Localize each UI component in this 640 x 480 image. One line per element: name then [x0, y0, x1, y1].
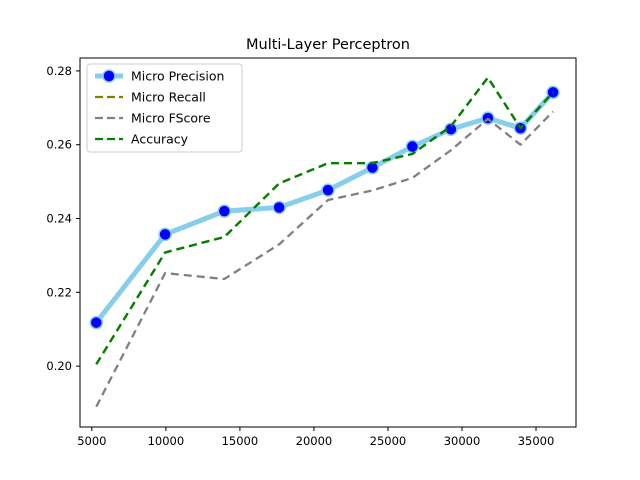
data-point [546, 85, 560, 100]
axes-frame [79, 57, 577, 428]
x-axis: 5000 10000 15000 20000 25000 30000 35000 [77, 427, 554, 448]
series-line-accuracy [95, 76, 554, 365]
chart-title: Multi-Layer Perceptron [246, 37, 410, 53]
x-tick-label: 20000 [296, 434, 333, 448]
legend: Micro Precision Micro Recall Micro FScore A… [86, 63, 243, 153]
legend-label: Accuracy [131, 132, 189, 147]
series-line-micro-fscore [95, 110, 554, 408]
y-tick-label: 0.26 [46, 138, 72, 152]
data-point [158, 227, 172, 242]
data-point [321, 183, 335, 197]
data-point [405, 139, 420, 154]
y-axis: 0.20 0.22 0.24 0.26 0.28 [46, 64, 80, 373]
legend-marker [102, 69, 116, 83]
data-point [272, 200, 286, 215]
x-tick-label: 10000 [148, 434, 185, 448]
y-tick-label: 0.22 [46, 285, 72, 299]
legend-box [86, 63, 243, 153]
data-point [217, 204, 232, 218]
data-point [89, 315, 104, 330]
x-tick-label: 15000 [222, 434, 259, 448]
x-tick-label: 5000 [77, 434, 106, 448]
y-tick-label: 0.24 [46, 212, 72, 226]
plot-area [79, 57, 577, 428]
x-tick-label: 30000 [444, 434, 481, 448]
x-tick-label: 35000 [518, 434, 555, 448]
y-tick-label: 0.20 [46, 359, 72, 373]
legend-label: Micro Recall [131, 90, 206, 105]
y-tick-label: 0.28 [46, 64, 72, 78]
legend-label: Micro Precision [131, 69, 224, 84]
x-tick-label: 25000 [370, 434, 407, 448]
data-point [365, 160, 380, 175]
legend-label: Micro FScore [131, 111, 211, 126]
